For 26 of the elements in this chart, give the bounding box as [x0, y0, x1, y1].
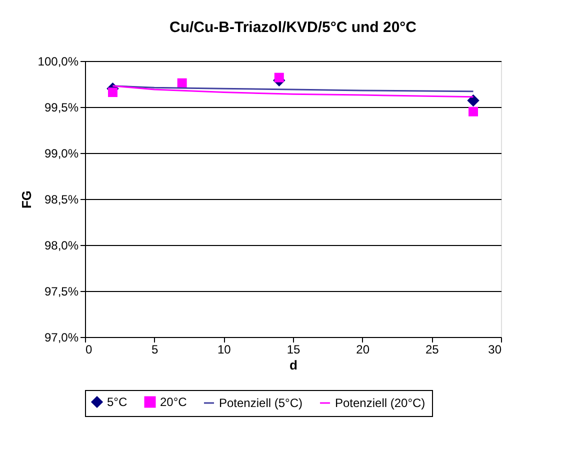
point — [468, 106, 478, 116]
x-tick-label: 5 — [151, 342, 158, 356]
legend-label: 20°C — [160, 395, 188, 409]
x-tick-label: 20 — [356, 342, 370, 356]
y-tick-label: 100,0% — [38, 54, 79, 68]
legend-label: Potenziell (20°C) — [335, 396, 426, 410]
point — [108, 88, 118, 98]
x-axis-title: d — [290, 358, 298, 372]
x-tick-label: 15 — [286, 342, 300, 356]
y-tick-label: 99,0% — [44, 146, 79, 160]
y-tick-label: 98,0% — [44, 238, 79, 252]
x-tick-label: 30 — [488, 342, 502, 356]
legend-label: Potenziell (5°C) — [219, 396, 302, 410]
point — [467, 94, 480, 107]
chart-title: Cu/Cu-B-Triazol/KVD/5°C und 20°C — [169, 19, 417, 36]
x-tick-label: 10 — [217, 342, 232, 356]
y-tick-label: 97,5% — [44, 284, 79, 298]
x-tick-label: 0 — [86, 342, 92, 356]
point — [274, 72, 284, 82]
y-tick-label: 98,5% — [44, 192, 79, 206]
x-tick-label: 25 — [425, 342, 440, 356]
y-axis-title: FG — [18, 190, 34, 209]
y-tick-label: 99,5% — [44, 100, 79, 114]
point — [177, 78, 187, 88]
legend-label: 5°C — [107, 395, 128, 409]
y-tick-label: 97,0% — [44, 330, 79, 344]
